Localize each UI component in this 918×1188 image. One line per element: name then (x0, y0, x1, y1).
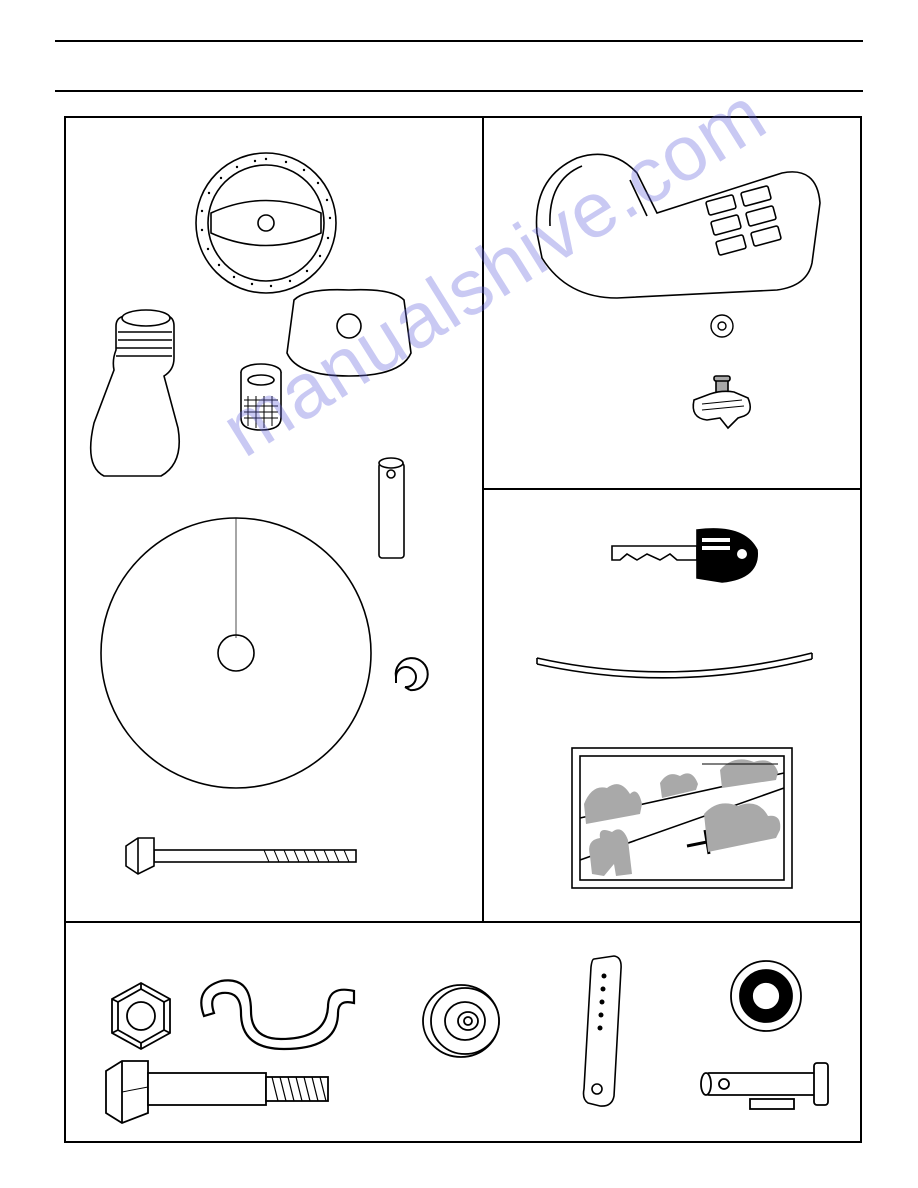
shoulder-bolt-icon (106, 1061, 328, 1123)
panel-gauge-wheel-hardware (66, 921, 860, 1141)
drain-tube-icon (537, 653, 812, 678)
extension-shaft-icon (379, 458, 404, 558)
lock-washer-icon (396, 658, 428, 690)
gauge-wheel-icon (423, 985, 499, 1057)
retainer-spring-icon (201, 980, 354, 1049)
rule-top-2 (55, 90, 863, 92)
bushing-icon (731, 961, 801, 1031)
seat-icon (537, 154, 821, 298)
clevis-pin-icon (701, 1063, 828, 1109)
seat-washer-icon (711, 315, 733, 337)
panel-steering-assembly (66, 118, 482, 921)
steering-insert-icon (287, 290, 411, 376)
steering-adapter-icon (241, 364, 281, 430)
adjust-bar-icon (584, 956, 622, 1106)
panel-seat-assembly (482, 118, 860, 488)
rule-top-1 (55, 40, 863, 42)
steering-boot-icon (91, 310, 180, 476)
large-washer-icon (101, 518, 371, 788)
hex-nut-icon (112, 983, 170, 1049)
steering-wheel-icon (196, 153, 336, 293)
adjust-knob-icon (693, 376, 750, 428)
parts-frame: manualshive.com (64, 116, 862, 1143)
ignition-key-icon (612, 529, 757, 582)
panel-misc-items (482, 488, 860, 921)
slope-guide-icon (572, 748, 792, 888)
hex-bolt-icon (126, 838, 356, 874)
